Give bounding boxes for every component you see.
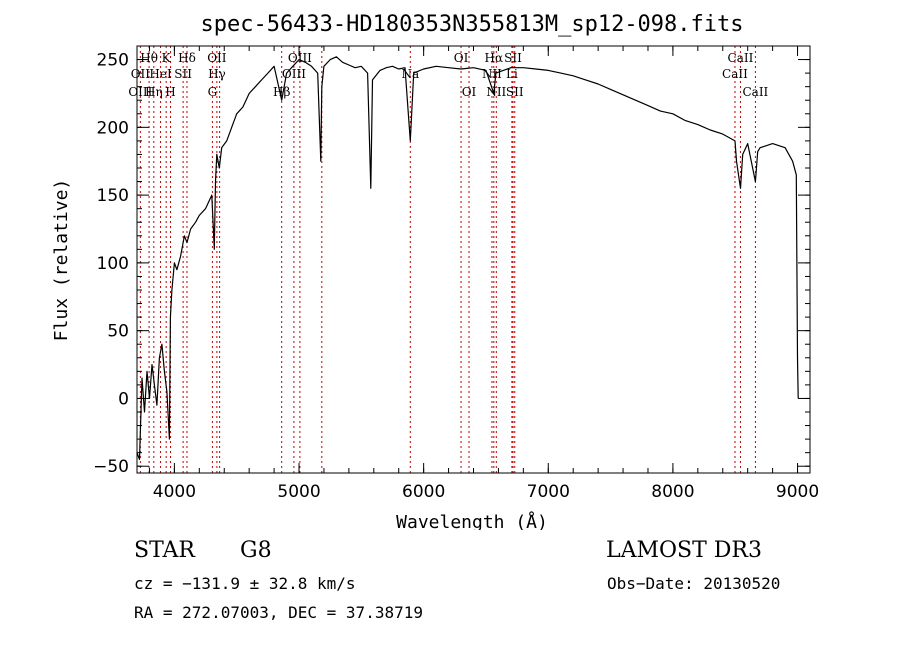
line-label: CaII — [728, 51, 754, 65]
line-label: K — [162, 51, 172, 65]
line-label: OII — [207, 51, 227, 65]
line-label: CaII — [722, 67, 748, 81]
line-label: Na — [401, 67, 419, 81]
line-label: CaII — [742, 85, 768, 99]
x-axis-label: Wavelength (Å) — [396, 511, 548, 530]
axes: 4000 5000 6000 7000 8000 9000 −50 0 50 100 150 200 2… — [93, 45, 819, 502]
spectral-subclass: G8 — [240, 538, 272, 563]
y-tick-label: 200 — [97, 118, 129, 138]
x-tick-label: 4000 — [153, 482, 196, 502]
line-label: OIII — [128, 85, 152, 99]
line-label: SII — [506, 85, 524, 99]
y-tick-label: −50 — [93, 457, 129, 477]
line-label: OII — [131, 67, 151, 81]
y-tick-label: 150 — [97, 186, 129, 206]
sky-coordinates: RA = 272.07003, DEC = 37.38719 — [134, 603, 423, 622]
line-label: SII — [504, 51, 522, 65]
object-type: STAR — [134, 538, 195, 563]
line-label: OI — [462, 85, 477, 99]
line-label: OI — [454, 51, 469, 65]
x-tick-label: 7000 — [527, 482, 570, 502]
line-label: Hβ — [273, 85, 290, 99]
y-axis-label: Flux (relative) — [51, 179, 72, 342]
y-tick-label: 250 — [97, 51, 129, 71]
line-label: Hθ — [140, 51, 158, 65]
survey-name: LAMOST DR3 — [606, 538, 762, 563]
line-label: OIII — [288, 51, 312, 65]
line-label: Hδ — [178, 51, 196, 65]
line-label: Li — [506, 67, 518, 81]
line-label: Hη — [145, 85, 163, 99]
x-tick-label: 5000 — [277, 482, 320, 502]
observation-date: Obs−Date: 20130520 — [607, 574, 781, 593]
x-tick-label: 9000 — [776, 482, 819, 502]
x-tick-label: 6000 — [402, 482, 445, 502]
line-label: SII — [174, 67, 192, 81]
line-label: Hα — [485, 51, 504, 65]
x-tick-label: 8000 — [651, 482, 694, 502]
line-label: H — [165, 85, 175, 99]
chart-title: spec-56433-HD180353N355813M_sp12-098.fit… — [200, 12, 743, 37]
y-tick-label: 0 — [118, 389, 129, 409]
line-label: NII — [486, 85, 506, 99]
line-label: HeI — [149, 67, 172, 81]
y-tick-label: 100 — [97, 254, 129, 274]
y-tick-label: 50 — [107, 322, 129, 342]
line-label: OIII — [282, 67, 306, 81]
plot-frame — [136, 45, 811, 474]
spectrum-line — [136, 56, 799, 460]
line-label: NII — [482, 67, 502, 81]
line-label: Hγ — [208, 67, 226, 81]
line-markers — [139, 46, 756, 473]
line-label: G — [208, 85, 218, 99]
radial-velocity: cz = −131.9 ± 32.8 km/s — [134, 574, 356, 593]
